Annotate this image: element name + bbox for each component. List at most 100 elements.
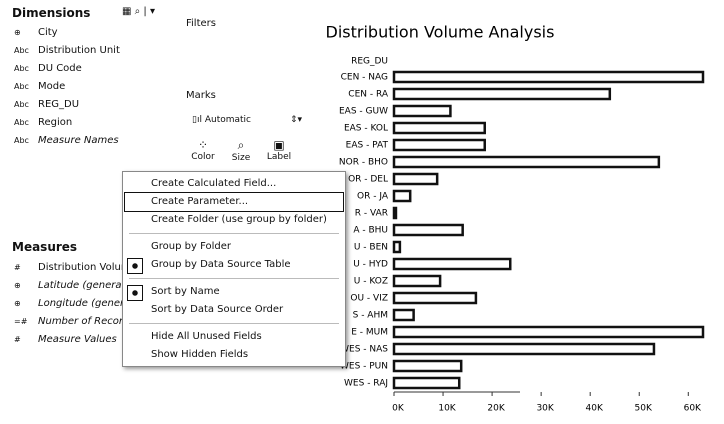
- row-label: NOR - BHO: [339, 158, 388, 168]
- x-tick-label: 60K: [684, 404, 702, 414]
- menu-separator: [129, 278, 339, 279]
- bar: [392, 240, 402, 254]
- measures-title: Measures: [12, 240, 78, 254]
- mark-card-label: Size: [231, 153, 251, 163]
- measure-list: # Distribution Volum ⊕ Latitude (generate ⊕ L…: [14, 259, 132, 349]
- bar: [392, 342, 656, 356]
- bar: [392, 104, 452, 118]
- menu-item[interactable]: Hide All Unused Fields: [151, 331, 262, 342]
- field-icon: Abc: [14, 46, 29, 55]
- field-label: Longitude (genera: [38, 298, 131, 309]
- menu-item[interactable]: Create Calculated Field...: [151, 178, 277, 189]
- field-item[interactable]: Abc DU Code: [14, 60, 120, 78]
- row-label: CEN - NAG: [341, 73, 388, 83]
- row-label: WES - NAS: [340, 345, 388, 355]
- field-item[interactable]: # Measure Values: [14, 331, 132, 349]
- field-item[interactable]: # Distribution Volum: [14, 259, 132, 277]
- chart-title: Distribution Volume Analysis: [326, 23, 555, 42]
- field-icon: =#: [14, 317, 28, 326]
- row-label: U - HYD: [353, 260, 388, 270]
- row-label: S - AHM: [353, 311, 388, 321]
- toolbar-icons[interactable]: ▦ ⌕ | ▾: [122, 6, 155, 17]
- bar: [392, 155, 661, 169]
- bar: [392, 138, 486, 152]
- bar: [392, 325, 705, 339]
- mark-card-label: Label: [266, 152, 292, 162]
- field-label: City: [38, 27, 58, 38]
- filters-title: Filters: [186, 18, 216, 29]
- field-icon: ⊕: [14, 28, 21, 37]
- field-icon: ⊕: [14, 299, 21, 308]
- row-label: WES - PUN: [340, 362, 388, 372]
- mark-card[interactable]: ▣ Label: [262, 138, 296, 163]
- menu-item[interactable]: Show Hidden Fields: [151, 349, 249, 360]
- field-item[interactable]: ⊕ Longitude (genera: [14, 295, 132, 313]
- menu-item[interactable]: Group by Data Source Table: [123, 256, 345, 274]
- field-icon: #: [14, 335, 21, 344]
- mark-type-dropdown[interactable]: ▯ıl Automatic ⇕▾: [192, 115, 302, 125]
- field-icon: Abc: [14, 82, 29, 91]
- bar: [392, 308, 415, 322]
- mark-card[interactable]: ⁘ Color: [186, 138, 220, 163]
- field-item[interactable]: ⊕ Latitude (generate: [14, 277, 132, 295]
- bar: [392, 291, 478, 305]
- menu-separator: [129, 233, 339, 234]
- field-label: Measure Names: [38, 135, 119, 146]
- check-mark: [127, 285, 143, 301]
- bar: [392, 223, 464, 237]
- field-label: REG_DU: [38, 99, 80, 110]
- row-label: WES - RAJ: [344, 379, 388, 389]
- bar: [392, 359, 463, 373]
- menu-separator: [129, 323, 339, 324]
- row-label: R - VAR: [355, 209, 388, 219]
- field-icon: Abc: [14, 64, 29, 73]
- bar: [392, 121, 486, 135]
- field-icon: #: [14, 263, 21, 272]
- field-icon: Abc: [14, 100, 29, 109]
- menu-item[interactable]: Sort by Name: [123, 283, 345, 301]
- row-label: EAS - GUW: [339, 107, 388, 117]
- check-mark: [127, 258, 143, 274]
- menu-item[interactable]: Create Folder (use group by folder): [151, 214, 327, 225]
- field-item[interactable]: Abc Measure Names: [14, 132, 120, 150]
- field-icon: Abc: [14, 118, 29, 127]
- mark-cards: ⁘ Color ⌕ Size ▣ Label: [186, 138, 296, 163]
- menu-item[interactable]: Sort by Data Source Order: [151, 304, 284, 315]
- field-label: Distribution Volum: [38, 262, 131, 273]
- row-header: REG_DU: [351, 57, 388, 67]
- field-item[interactable]: Abc Region: [14, 114, 120, 132]
- field-item[interactable]: Abc Distribution Unit: [14, 42, 120, 60]
- bar: [392, 70, 705, 84]
- bar: [392, 274, 442, 288]
- field-label: Distribution Unit: [38, 45, 120, 56]
- field-icon: ⊕: [14, 281, 21, 290]
- field-label: Latitude (generate: [38, 280, 132, 291]
- x-tick-label: 50K: [635, 404, 653, 414]
- field-item[interactable]: ⊕ City: [14, 24, 120, 42]
- x-tick-label: 30K: [536, 404, 554, 414]
- x-tick-label: 10K: [438, 404, 456, 414]
- row-label: OR - DEL: [348, 175, 388, 185]
- row-label: OU - VIZ: [350, 294, 388, 304]
- bar: [392, 189, 412, 203]
- row-label: A - BHU: [353, 226, 388, 236]
- x-tick-label: 0K: [392, 404, 405, 414]
- mark-card-label: Color: [191, 152, 215, 162]
- row-label: OR - JA: [357, 192, 389, 202]
- menu-item[interactable]: Group by Folder: [151, 241, 231, 252]
- bar: [392, 257, 512, 271]
- field-label: DU Code: [38, 63, 82, 74]
- marks-title: Marks: [186, 90, 216, 101]
- field-item[interactable]: =# Number of Record: [14, 313, 132, 331]
- field-item[interactable]: Abc Mode: [14, 78, 120, 96]
- x-tick-label: 40K: [586, 404, 604, 414]
- menu-item[interactable]: Create Parameter...: [124, 192, 344, 212]
- bar: [392, 206, 398, 220]
- field-label: Region: [38, 117, 73, 128]
- field-item[interactable]: Abc REG_DU: [14, 96, 120, 114]
- dimensions-title: Dimensions: [12, 6, 91, 20]
- mark-card[interactable]: ⌕ Size: [224, 138, 258, 163]
- bar: [392, 87, 612, 101]
